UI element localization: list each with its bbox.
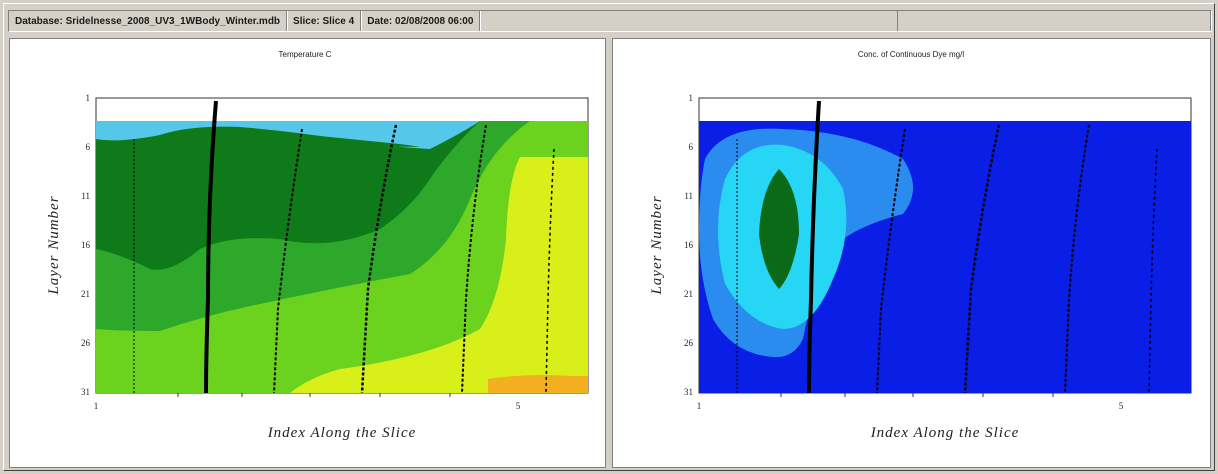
temperature-plot: Temperature C [10, 39, 605, 467]
y-axis-ticks: 1 6 11 16 21 26 31 [81, 93, 91, 397]
status-bar: Database: Sridelnesse_2008_UV3_1WBody_Wi… [8, 10, 1212, 32]
y-tick: 16 [81, 240, 91, 250]
y-tick: 11 [81, 191, 90, 201]
x-tick: 1 [697, 401, 702, 411]
x-axis-label: Index Along the Slice [267, 425, 417, 441]
y-axis-ticks: 1 6 11 16 21 26 31 [684, 93, 694, 397]
y-tick: 6 [689, 142, 694, 152]
slice-label: Slice: [293, 16, 320, 27]
database-value: Sridelnesse_2008_UV3_1WBody_Winter.mdb [66, 16, 280, 27]
y-tick: 21 [684, 289, 693, 299]
app-window: Database: Sridelnesse_2008_UV3_1WBody_Wi… [3, 3, 1215, 471]
plot-title: Conc. of Continuous Dye mg/l [858, 50, 964, 59]
y-tick: 6 [86, 142, 91, 152]
x-tick: 5 [1119, 401, 1124, 411]
x-axis-ticks: 1 5 [94, 393, 521, 411]
plot-title: Temperature C [279, 50, 332, 59]
temperature-contours [96, 121, 588, 393]
y-tick: 26 [81, 338, 91, 348]
y-tick: 31 [81, 387, 90, 397]
dye-concentration-plot-panel[interactable]: Conc. of Continuous Dye mg/l 1 6 11 [612, 38, 1211, 468]
y-tick: 31 [684, 387, 693, 397]
x-axis-ticks: 1 5 [697, 393, 1124, 411]
temperature-plot-panel[interactable]: Temperature C [9, 38, 606, 468]
slice-value: Slice 4 [323, 16, 355, 27]
y-axis-label: Layer Number [46, 195, 62, 295]
x-tick: 5 [516, 401, 521, 411]
date-label: Date: [367, 16, 392, 27]
y-tick: 1 [86, 93, 91, 103]
y-axis-label: Layer Number [649, 195, 665, 295]
y-tick: 11 [684, 191, 693, 201]
database-label: Database: [15, 16, 63, 27]
y-tick: 26 [684, 338, 694, 348]
temp-band-6 [488, 375, 588, 393]
status-date: Date: 02/08/2008 06:00 [361, 11, 480, 31]
y-tick: 21 [81, 289, 90, 299]
x-tick: 1 [94, 401, 99, 411]
dye-concentration-plot: Conc. of Continuous Dye mg/l 1 6 11 [613, 39, 1210, 467]
status-slice: Slice: Slice 4 [287, 11, 361, 31]
status-database: Database: Sridelnesse_2008_UV3_1WBody_Wi… [9, 11, 287, 31]
dye-contours [699, 121, 1191, 393]
y-tick: 1 [689, 93, 694, 103]
x-axis-label: Index Along the Slice [870, 425, 1020, 441]
date-value: 02/08/2008 06:00 [395, 16, 473, 27]
status-empty-pane [897, 11, 1211, 31]
y-tick: 16 [684, 240, 694, 250]
status-filler [480, 11, 897, 31]
